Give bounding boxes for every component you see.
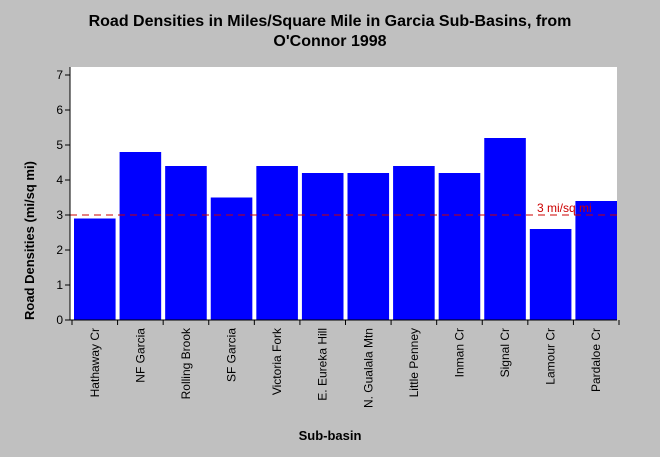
y-tick-label: 7 <box>56 68 63 82</box>
bar-9 <box>438 173 481 320</box>
axes-group: 0 1 2 3 4 5 6 7 Hathaway Cr NF Garcia Rolling Broo… <box>56 67 620 408</box>
bar-3 <box>165 166 207 320</box>
chart-title: Road Densities in Miles/Square Mile in G… <box>0 12 660 52</box>
x-tick-label: Little Penney <box>407 328 421 397</box>
bar-1 <box>74 218 116 320</box>
bar-10 <box>484 138 526 320</box>
bar-11 <box>529 229 572 320</box>
x-tick-label: Inman Cr <box>452 328 466 377</box>
y-tick-label: 1 <box>56 278 63 292</box>
reference-line-group: 3 mi/sq mi <box>70 201 617 216</box>
x-tick-label: Pardaloe Cr <box>589 328 603 392</box>
y-tick-label: 6 <box>56 103 63 117</box>
bar-7 <box>347 173 390 320</box>
chart-title-line-2: O'Connor 1998 <box>273 33 387 50</box>
chart-title-line-1: Road Densities in Miles/Square Mile in G… <box>88 13 572 30</box>
x-tick-label: Lamour Cr <box>544 328 558 385</box>
bar-12 <box>575 201 617 320</box>
x-tick-label: Hathaway Cr <box>88 328 102 397</box>
bar-4 <box>210 197 253 320</box>
reference-line-label: 3 mi/sq mi <box>537 201 592 215</box>
bar-6 <box>301 173 344 320</box>
x-tick-label: Victoria Fork <box>270 327 284 395</box>
y-tick-label: 4 <box>56 173 63 187</box>
x-axis-label: Sub-basin <box>298 428 362 443</box>
x-tick-label: Rolling Brook <box>179 327 193 399</box>
x-tick-label: NF Garcia <box>133 328 147 383</box>
x-tick-label: N. Gualala Mtn <box>361 328 375 408</box>
bar-5 <box>256 166 298 320</box>
bar-2 <box>119 152 162 320</box>
x-tick-label: Signal Cr <box>498 328 512 377</box>
x-tick-label: E. Eureka Hill <box>316 328 330 401</box>
bars-group <box>74 138 617 320</box>
y-tick-label: 0 <box>56 313 63 327</box>
bar-8 <box>393 166 435 320</box>
y-tick-label: 3 <box>56 208 63 222</box>
x-tick-label: SF Garcia <box>225 328 239 382</box>
y-tick-label: 2 <box>56 243 63 257</box>
y-axis-label-text: Road Densities (mi/sq mi) <box>22 161 37 320</box>
y-tick-label: 5 <box>56 138 63 152</box>
